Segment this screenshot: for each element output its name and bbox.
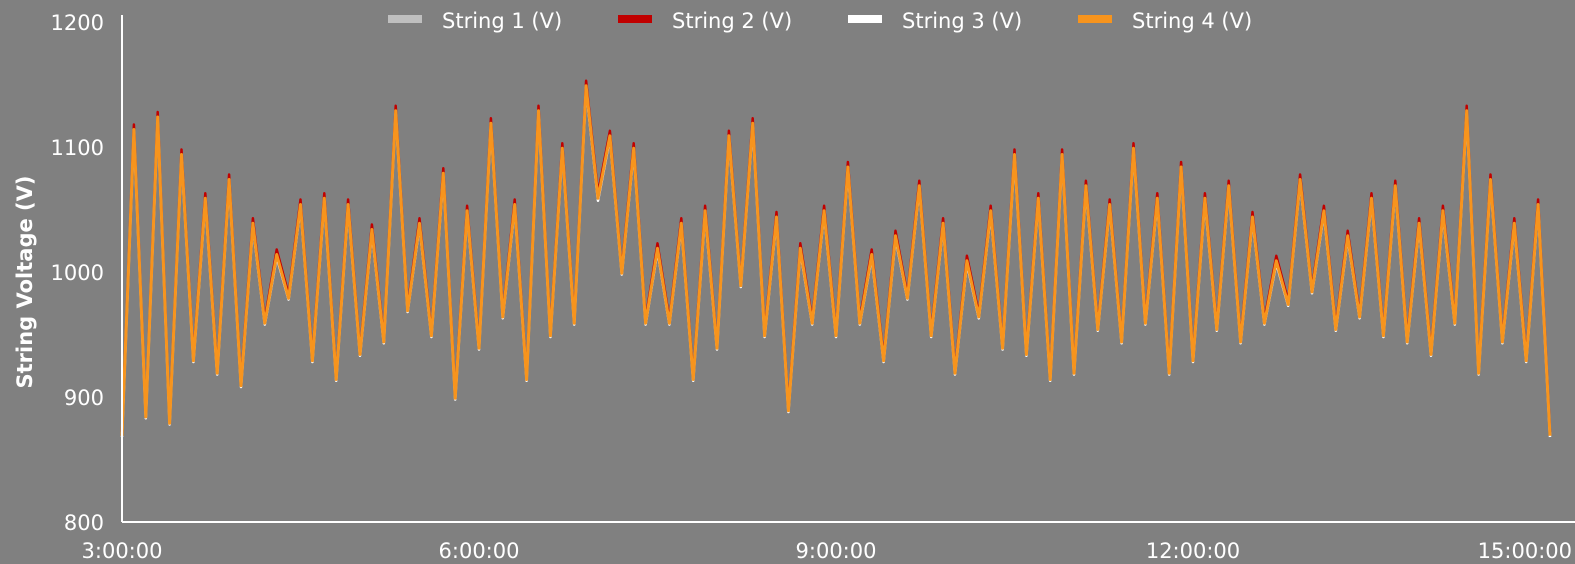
x-tick-label: 3:00:00 [82, 539, 163, 563]
legend-label: String 4 (V) [1132, 9, 1252, 33]
legend-item-string-2: String 2 (V) [618, 9, 792, 33]
x-tick-label: 6:00:00 [439, 539, 520, 563]
legend-item-string-4: String 4 (V) [1078, 9, 1252, 33]
y-tick-labels: 800 900 1000 1100 1200 [51, 11, 104, 535]
y-tick-label: 1200 [51, 11, 104, 35]
legend-item-string-3: String 3 (V) [848, 9, 1022, 33]
axes [121, 15, 1575, 523]
x-tick-label: 9:00:00 [796, 539, 877, 563]
legend-label: String 2 (V) [672, 9, 792, 33]
legend-item-string-1: String 1 (V) [388, 9, 562, 33]
legend: String 1 (V) String 2 (V) String 3 (V) Stri… [388, 9, 1252, 33]
x-tick-labels: 3:00:00 6:00:00 9:00:00 12:00:00 15:00:00 [82, 539, 1572, 563]
series-line-string-4 [120, 84, 1552, 436]
legend-swatch [1078, 15, 1112, 23]
x-tick-label: 12:00:00 [1146, 539, 1240, 563]
x-tick-label: 15:00:00 [1478, 539, 1572, 563]
series-layer [120, 79, 1552, 438]
y-axis-title: String Voltage (V) [13, 176, 37, 389]
legend-swatch [388, 15, 422, 23]
legend-label: String 1 (V) [442, 9, 562, 33]
legend-swatch [848, 15, 882, 23]
series-line-string-3 [120, 87, 1552, 438]
y-tick-label: 900 [64, 386, 104, 410]
legend-swatch [618, 15, 652, 23]
y-tick-label: 1100 [51, 136, 104, 160]
y-tick-label: 800 [64, 511, 104, 535]
legend-label: String 3 (V) [902, 9, 1022, 33]
y-tick-label: 1000 [51, 261, 104, 285]
